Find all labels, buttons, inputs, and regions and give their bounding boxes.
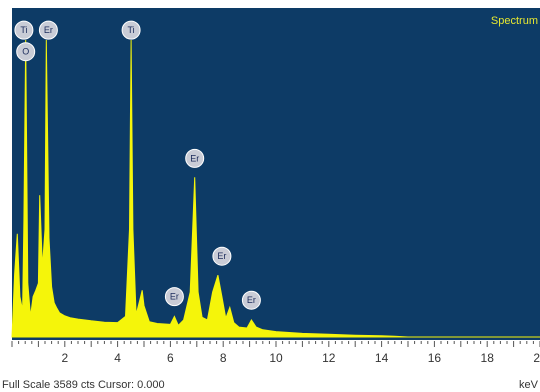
x-tick-label: 6	[167, 351, 174, 365]
full-scale-readout: Full Scale 3589 cts Cursor: 0.000	[2, 379, 165, 391]
peak-label-ti-0: Ti	[14, 20, 34, 40]
x-axis-unit-label: keV	[519, 379, 539, 391]
peak-label-er-7: Er	[241, 290, 261, 310]
peak-label-badge	[164, 287, 184, 307]
x-tick-label: 8	[220, 351, 227, 365]
x-axis-minor-ticks	[11, 341, 540, 347]
x-tick-label: 4	[114, 351, 121, 365]
peak-label-badge	[212, 246, 232, 266]
peak-label-badge	[16, 42, 36, 62]
peak-label-badge	[14, 20, 34, 40]
peak-label-badge	[38, 20, 58, 40]
peak-label-text: O	[22, 47, 29, 57]
x-tick-label: 10	[269, 351, 283, 365]
peak-label-badge	[241, 290, 261, 310]
peak-label-er-6: Er	[212, 246, 232, 266]
peak-label-ti-3: Ti	[121, 20, 141, 40]
peak-label-er-2: Er	[38, 20, 58, 40]
peak-label-layer: Ti O Er Ti Er Er Er Er	[14, 20, 261, 310]
peak-label-text: Er	[247, 295, 256, 305]
spectrum-trace-layer	[11, 39, 540, 338]
peak-label-text: Er	[170, 292, 179, 302]
x-tick-label: 2	[61, 351, 68, 365]
peak-label-text: Er	[217, 251, 226, 261]
peak-label-badge	[121, 20, 141, 40]
spectrum-title: Spectrum	[491, 15, 538, 27]
x-tick-label: 12	[322, 351, 336, 365]
x-tick-label: 14	[375, 351, 389, 365]
peak-label-badge	[185, 148, 205, 168]
plot-background	[12, 8, 540, 340]
peak-label-text: Ti	[20, 25, 27, 35]
x-axis: 2 4 6 8 10 12 14 16 18 20	[11, 341, 540, 365]
peak-label-text: Ti	[128, 25, 135, 35]
x-tick-label: 20	[533, 351, 540, 365]
spectrum-series-trace	[11, 39, 540, 338]
peak-label-text: Er	[190, 153, 199, 163]
peak-label-text: Er	[44, 25, 53, 35]
x-tick-label: 18	[481, 351, 495, 365]
peak-label-er-4: Er	[185, 148, 205, 168]
x-tick-label: 16	[428, 351, 442, 365]
peak-label-er-5: Er	[164, 287, 184, 307]
peak-label-o-1: O	[16, 42, 36, 62]
